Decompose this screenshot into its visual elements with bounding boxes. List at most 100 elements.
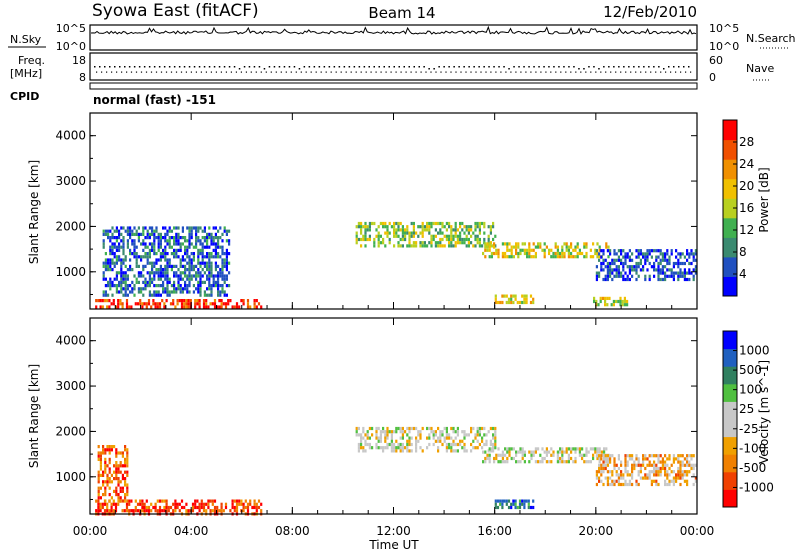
power-echo-cell (203, 226, 206, 230)
power-echo-cell (483, 237, 486, 242)
power-echo-cell (368, 221, 371, 226)
velocity-echo-cell (628, 473, 631, 477)
power-echo-cell (186, 261, 189, 265)
velocity-echo-cell (692, 473, 695, 477)
power-echo-cell (113, 284, 116, 288)
power-echo-cell (199, 226, 202, 230)
freq-point (213, 66, 216, 68)
power-echo-cell (168, 258, 171, 262)
velocity-echo-cell (231, 499, 234, 503)
power-echo-cell (104, 268, 107, 272)
power-echo-cell (223, 290, 226, 294)
power-echo-cell (529, 294, 533, 298)
power-echo-cell (203, 255, 206, 259)
power-echo-cell (661, 268, 664, 272)
power-echo-cell (515, 242, 518, 246)
velocity-echo-cell (594, 447, 597, 451)
power-echo-cell (124, 293, 127, 297)
velocity-echo-cell (434, 439, 437, 443)
velocity-echo-cell (106, 464, 109, 468)
power-echo-cell (153, 229, 156, 233)
power-echo-cell (190, 232, 193, 236)
power-echo-cell (184, 274, 187, 278)
power-echo-cell (386, 225, 389, 229)
power-echo-cell (454, 221, 457, 226)
power-echo-cell (179, 245, 182, 249)
power-echo-cell (621, 299, 624, 304)
nave-point (320, 71, 322, 73)
power-echo-cell (508, 248, 511, 252)
power-echo-cell (217, 252, 220, 256)
velocity-echo-cell (191, 505, 195, 510)
power-echo-cell (166, 284, 169, 288)
power-colorbar-tick-label: 16 (739, 201, 754, 215)
power-echo-cell (393, 225, 396, 229)
power-echo-cell (212, 284, 215, 288)
velocity-echo-cell (572, 460, 575, 464)
power-echo-cell (543, 248, 546, 252)
nave-point (265, 71, 267, 73)
velocity-echo-cell (604, 457, 607, 461)
power-echo-cell (133, 293, 136, 297)
power-echo-cell (164, 290, 167, 294)
power-echo-cell (561, 245, 564, 249)
power-echo-cell (567, 251, 570, 256)
velocity-echo-cell (393, 446, 396, 450)
velocity-echo-cell (675, 457, 678, 461)
velocity-echo-cell (124, 483, 127, 487)
power-colorbar-label: Power [dB] (757, 167, 771, 232)
freq-point (358, 66, 361, 68)
nave-point (665, 71, 667, 73)
power-echo-cell (124, 255, 127, 259)
velocity-echo-cell (668, 466, 671, 471)
velocity-echo-cell (456, 433, 459, 437)
power-echo-cell (459, 234, 462, 238)
nave-point (455, 71, 457, 73)
velocity-echo-cell (128, 509, 131, 513)
velocity-ytick-label: 1000 (55, 470, 86, 484)
velocity-echo-cell (117, 499, 120, 503)
velocity-echo-cell (121, 477, 124, 481)
velocity-echo-cell (196, 499, 199, 503)
velocity-echo-cell (648, 473, 651, 477)
velocity-echo-cell (388, 430, 391, 434)
power-echo-cell (177, 239, 180, 243)
power-echo-cell (419, 225, 422, 229)
velocity-echo-cell (476, 433, 479, 437)
freq-point (173, 66, 176, 68)
power-echo-cell (556, 245, 559, 249)
velocity-echo-cell (537, 447, 540, 451)
nave-point (625, 71, 627, 73)
power-echo-cell (686, 277, 689, 282)
power-echo-cell (107, 261, 110, 265)
velocity-echo-cell (620, 460, 623, 464)
power-echo-cell (585, 245, 588, 249)
power-echo-cell (199, 252, 202, 256)
power-echo-cell (231, 305, 234, 309)
velocity-echo-cell (141, 505, 144, 510)
velocity-echo-cell (534, 447, 537, 451)
power-echo-cell (195, 277, 198, 281)
power-echo-cell (428, 221, 431, 226)
velocity-echo-cell (581, 453, 584, 457)
power-echo-cell (179, 264, 182, 268)
velocity-echo-cell (110, 502, 113, 506)
nsky-label: N.Sky (10, 33, 42, 46)
power-echo-cell (202, 305, 206, 309)
velocity-echo-cell (611, 473, 614, 477)
nave-point (685, 71, 687, 73)
power-echo-cell (686, 258, 689, 262)
power-echo-cell (142, 264, 145, 268)
power-echo-cell (692, 258, 695, 262)
power-echo-cell (463, 231, 466, 235)
power-echo-cell (113, 261, 116, 265)
velocity-echo-cell (527, 499, 530, 503)
power-echo-cell (410, 244, 413, 248)
velocity-echo-cell (395, 449, 398, 453)
cpid-strip: CPID normal (fast) -151 (10, 82, 698, 107)
power-echo-cell (141, 305, 144, 309)
freq-point (353, 66, 356, 68)
velocity-echo-cell (382, 449, 385, 453)
velocity-echo-cell (611, 454, 614, 458)
